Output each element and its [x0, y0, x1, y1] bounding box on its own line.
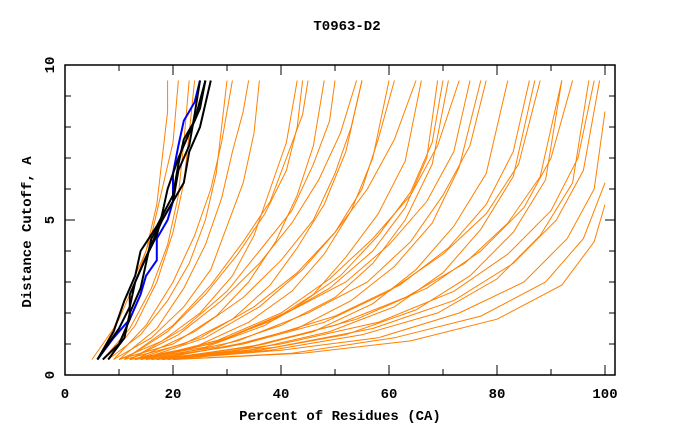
chart-title: T0963-D2 [313, 19, 380, 35]
series-line-m32 [140, 80, 460, 360]
x-tick-label: 0 [61, 387, 69, 403]
series-line-m33 [151, 80, 541, 360]
axes: 0 20 40 60 80 100 0 5 10 [43, 57, 618, 403]
series-line-m24 [151, 80, 487, 360]
series-line-m29 [113, 80, 233, 360]
x-tick-label: 40 [273, 387, 290, 403]
series-line-m25 [156, 80, 530, 360]
y-tick-label: 5 [43, 216, 59, 224]
y-tick-label: 0 [43, 371, 59, 379]
series-line-m19 [140, 80, 395, 360]
x-tick-label: 60 [381, 387, 398, 403]
series-line-m05 [113, 80, 260, 360]
series-layer [91, 80, 606, 361]
series-line-m04 [107, 80, 228, 360]
series-line-black-4 [96, 80, 207, 361]
y-axis-label: Distance Cutoff, A [20, 156, 36, 308]
series-line-black-1 [96, 80, 207, 361]
series-line-m20 [134, 80, 363, 360]
x-tick-label: 80 [489, 387, 506, 403]
series-line-m21 [129, 80, 336, 360]
series-line-black-3 [107, 80, 212, 361]
x-tick-label: 100 [592, 387, 617, 403]
series-line-m31 [135, 80, 417, 360]
series-line-m08 [124, 80, 363, 360]
series-line-m28 [118, 80, 250, 360]
x-tick-label: 20 [165, 387, 182, 403]
series-line-m10 [129, 80, 422, 360]
series-line-m03 [102, 80, 190, 360]
series-line-m17 [167, 111, 606, 360]
series-line-m16 [162, 80, 590, 360]
series-line-m39 [156, 80, 563, 360]
series-line-m27 [167, 80, 595, 360]
series-line-m36 [124, 80, 304, 360]
series-line-m18 [172, 182, 606, 360]
series-line-m12 [140, 80, 482, 360]
y-tick-label: 10 [43, 57, 59, 74]
series-line-m34 [172, 204, 606, 360]
series-line-blue [96, 80, 201, 361]
x-axis-label: Percent of Residues (CA) [239, 409, 441, 425]
series-line-m40 [135, 80, 439, 360]
series-line-m38 [162, 80, 601, 360]
series-line-m06 [118, 80, 298, 360]
series-line-m30 [129, 80, 358, 360]
series-line-m22 [124, 80, 309, 360]
series-line-m07 [118, 80, 325, 360]
